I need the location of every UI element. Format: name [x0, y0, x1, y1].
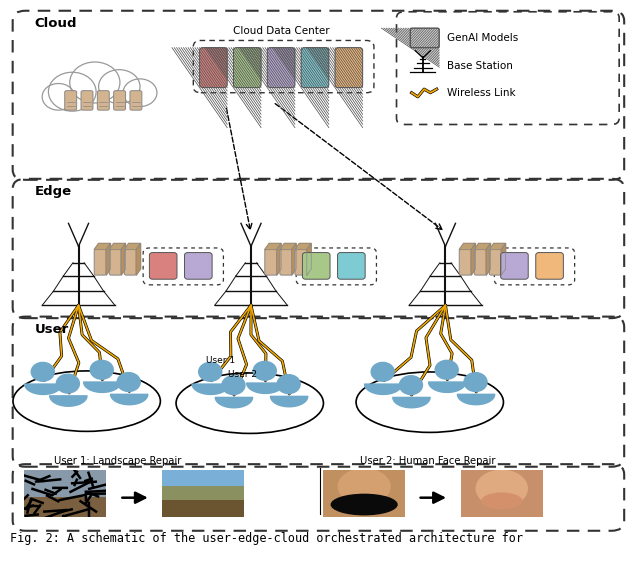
- Circle shape: [399, 376, 422, 395]
- Polygon shape: [292, 243, 296, 275]
- Text: Cloud: Cloud: [35, 17, 77, 30]
- Bar: [24, 470, 106, 497]
- Text: Fig. 2: A schematic of the user-edge-cloud orchestrated architecture for: Fig. 2: A schematic of the user-edge-clo…: [10, 532, 523, 545]
- FancyBboxPatch shape: [124, 249, 136, 275]
- Text: User 1: Landscape Repair: User 1: Landscape Repair: [54, 456, 182, 466]
- Circle shape: [222, 376, 245, 395]
- Text: GenAI Models: GenAI Models: [447, 33, 518, 43]
- FancyBboxPatch shape: [149, 253, 177, 279]
- FancyBboxPatch shape: [500, 253, 528, 279]
- Circle shape: [435, 360, 458, 379]
- Polygon shape: [276, 243, 281, 275]
- Ellipse shape: [476, 470, 528, 507]
- FancyBboxPatch shape: [184, 253, 212, 279]
- FancyBboxPatch shape: [303, 253, 330, 279]
- FancyBboxPatch shape: [410, 28, 439, 48]
- Polygon shape: [460, 243, 476, 249]
- FancyBboxPatch shape: [234, 48, 261, 88]
- Polygon shape: [307, 243, 311, 275]
- Circle shape: [31, 363, 54, 381]
- Polygon shape: [471, 243, 476, 275]
- Polygon shape: [106, 243, 111, 275]
- Bar: [162, 500, 244, 517]
- FancyBboxPatch shape: [94, 249, 106, 275]
- Bar: [162, 486, 244, 500]
- Bar: [24, 497, 106, 517]
- FancyBboxPatch shape: [301, 48, 329, 88]
- FancyBboxPatch shape: [490, 249, 501, 275]
- Polygon shape: [121, 243, 125, 275]
- FancyBboxPatch shape: [109, 249, 121, 275]
- Circle shape: [199, 363, 221, 381]
- Circle shape: [117, 373, 140, 391]
- Ellipse shape: [337, 468, 391, 505]
- Text: User 2: User 2: [228, 369, 257, 378]
- FancyBboxPatch shape: [265, 249, 276, 275]
- FancyBboxPatch shape: [295, 249, 307, 275]
- Text: Cloud Data Center: Cloud Data Center: [233, 26, 330, 36]
- Text: User 1: User 1: [206, 356, 236, 365]
- Circle shape: [123, 79, 157, 106]
- Text: User 2: Human Face Repair: User 2: Human Face Repair: [360, 456, 495, 466]
- Bar: [162, 470, 244, 486]
- FancyBboxPatch shape: [460, 249, 471, 275]
- Circle shape: [371, 363, 394, 381]
- FancyBboxPatch shape: [474, 249, 486, 275]
- Circle shape: [253, 361, 276, 380]
- FancyBboxPatch shape: [81, 91, 93, 110]
- Circle shape: [277, 375, 300, 394]
- FancyBboxPatch shape: [337, 253, 365, 279]
- Polygon shape: [109, 243, 125, 249]
- FancyBboxPatch shape: [65, 91, 77, 110]
- Text: User: User: [35, 323, 69, 336]
- FancyBboxPatch shape: [268, 48, 295, 88]
- FancyBboxPatch shape: [97, 91, 109, 110]
- Circle shape: [99, 70, 140, 104]
- Polygon shape: [501, 243, 506, 275]
- Polygon shape: [486, 243, 491, 275]
- Polygon shape: [280, 243, 296, 249]
- FancyBboxPatch shape: [200, 48, 227, 88]
- Polygon shape: [474, 243, 491, 249]
- Circle shape: [90, 360, 113, 379]
- Circle shape: [70, 62, 120, 103]
- Text: Wireless Link: Wireless Link: [447, 88, 515, 98]
- Ellipse shape: [481, 493, 522, 509]
- Circle shape: [56, 374, 79, 393]
- Polygon shape: [295, 243, 311, 249]
- Polygon shape: [94, 243, 111, 249]
- Circle shape: [464, 373, 487, 391]
- Circle shape: [49, 72, 96, 111]
- Polygon shape: [124, 243, 141, 249]
- Text: Edge: Edge: [35, 185, 72, 198]
- Ellipse shape: [331, 494, 397, 515]
- Polygon shape: [136, 243, 141, 275]
- FancyBboxPatch shape: [114, 91, 125, 110]
- FancyBboxPatch shape: [536, 253, 563, 279]
- Polygon shape: [265, 243, 281, 249]
- Text: Base Station: Base Station: [447, 61, 513, 70]
- Circle shape: [42, 83, 75, 110]
- Polygon shape: [490, 243, 506, 249]
- FancyBboxPatch shape: [335, 48, 363, 88]
- FancyBboxPatch shape: [280, 249, 292, 275]
- FancyBboxPatch shape: [130, 91, 142, 110]
